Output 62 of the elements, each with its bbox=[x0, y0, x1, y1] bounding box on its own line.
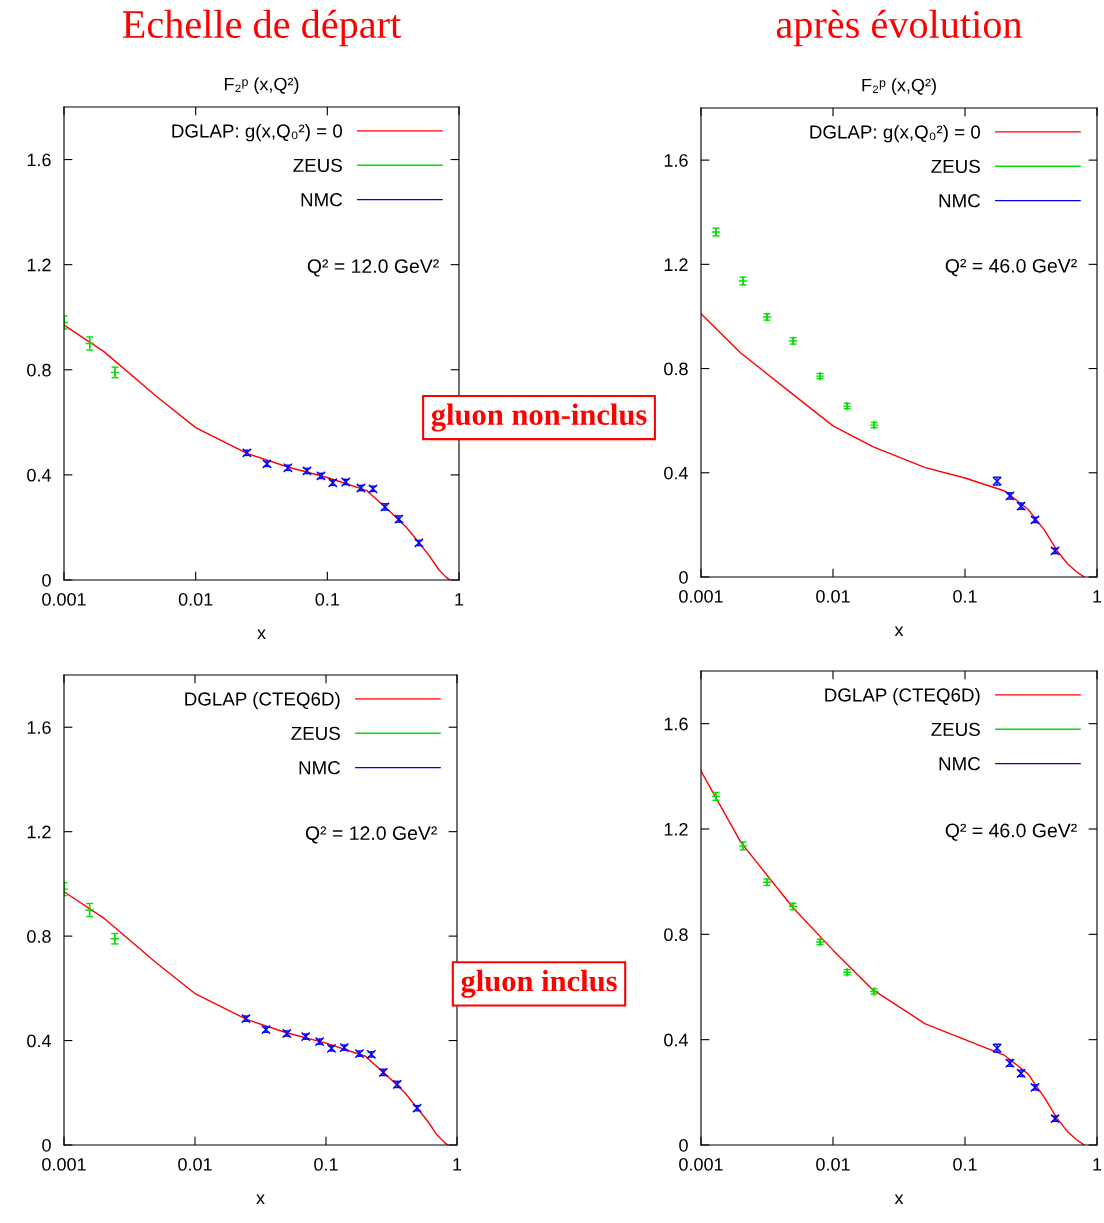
x-tick-label: 0.01 bbox=[816, 1157, 850, 1171]
text: Echelle de départ bbox=[122, 9, 402, 47]
y-tick-label: 1.2 bbox=[27, 258, 51, 272]
y-tick-label: 0.8 bbox=[27, 930, 51, 943]
x-tick-label: 0.1 bbox=[314, 1157, 338, 1171]
x-tick-label: 1 bbox=[455, 593, 464, 606]
y-tick-label: 0.4 bbox=[27, 1034, 51, 1048]
y-tick-label: 0.4 bbox=[664, 1033, 688, 1047]
legend-label: NMC bbox=[939, 194, 981, 208]
y-tick-label: 0.8 bbox=[27, 363, 51, 377]
y-tick-label: 0.8 bbox=[664, 928, 688, 942]
y-tick-label: 0 bbox=[42, 573, 51, 587]
text: gluon inclus bbox=[461, 969, 617, 998]
y-tick-label: 0 bbox=[679, 1138, 688, 1152]
legend-label: DGLAP: g(x,Q₀²) = 0 bbox=[810, 124, 981, 143]
x-tick-label: 0.1 bbox=[953, 1157, 977, 1171]
y-tick-label: 1.2 bbox=[27, 825, 51, 839]
x-tick-label: 0.001 bbox=[679, 589, 723, 603]
x-tick-label: 1 bbox=[1093, 590, 1102, 603]
x-axis-title: x bbox=[894, 1194, 904, 1205]
y-tick-label: 0.4 bbox=[27, 468, 51, 482]
legend-label: ZEUS bbox=[291, 726, 340, 740]
chart-title: F₂ᵖ (x,Q²) bbox=[862, 78, 936, 96]
x-tick-label: 0.01 bbox=[816, 589, 850, 603]
y-tick-label: 0.8 bbox=[664, 362, 688, 376]
text: après évolution bbox=[776, 9, 1022, 47]
x-tick-label: 1 bbox=[1093, 1158, 1102, 1171]
x-tick-label: 0.001 bbox=[42, 1157, 86, 1171]
legend-label: DGLAP (CTEQ6D) bbox=[185, 691, 340, 710]
annotation: Q² = 12.0 GeV² bbox=[307, 259, 439, 277]
y-tick-label: 1.6 bbox=[664, 717, 688, 731]
x-axis-title: x bbox=[256, 1194, 265, 1205]
x-tick-label: 0.1 bbox=[315, 592, 339, 606]
y-tick-label: 0 bbox=[42, 1138, 51, 1152]
annotation: gluon non-inclus bbox=[431, 403, 647, 432]
x-axis-title: x bbox=[894, 626, 904, 637]
legend-label: NMC bbox=[299, 761, 341, 775]
y-tick-label: 0 bbox=[679, 570, 688, 584]
chart-title: F₂ᵖ (x,Q²) bbox=[224, 77, 299, 95]
x-tick-label: 0.001 bbox=[42, 592, 86, 606]
legend-label: ZEUS bbox=[931, 722, 980, 736]
x-axis-title: x bbox=[257, 629, 266, 640]
annotation: Q² = 46.0 GeV² bbox=[945, 823, 1077, 841]
x-tick-label: 0.1 bbox=[953, 589, 977, 603]
y-tick-label: 1.6 bbox=[664, 154, 688, 167]
legend-label: ZEUS bbox=[293, 158, 342, 172]
x-tick-label: 0.01 bbox=[178, 592, 213, 606]
y-tick-label: 0.4 bbox=[664, 466, 688, 480]
x-tick-label: 0.001 bbox=[679, 1157, 723, 1171]
legend-label: NMC bbox=[939, 757, 981, 771]
y-tick-label: 1.2 bbox=[664, 822, 688, 836]
legend-label: ZEUS bbox=[931, 159, 980, 173]
annotation: Q² = 12.0 GeV² bbox=[305, 826, 437, 844]
legend-label: DGLAP (CTEQ6D) bbox=[825, 687, 980, 706]
legend-label: DGLAP: g(x,Q₀²) = 0 bbox=[172, 123, 343, 142]
y-tick-label: 1.6 bbox=[27, 153, 51, 167]
x-tick-label: 1 bbox=[453, 1158, 462, 1171]
y-tick-label: 1.6 bbox=[27, 721, 51, 734]
annotation: Q² = 46.0 GeV² bbox=[945, 258, 1077, 277]
legend-label: NMC bbox=[301, 193, 343, 207]
y-tick-label: 1.2 bbox=[664, 258, 688, 271]
x-tick-label: 0.01 bbox=[178, 1157, 212, 1171]
